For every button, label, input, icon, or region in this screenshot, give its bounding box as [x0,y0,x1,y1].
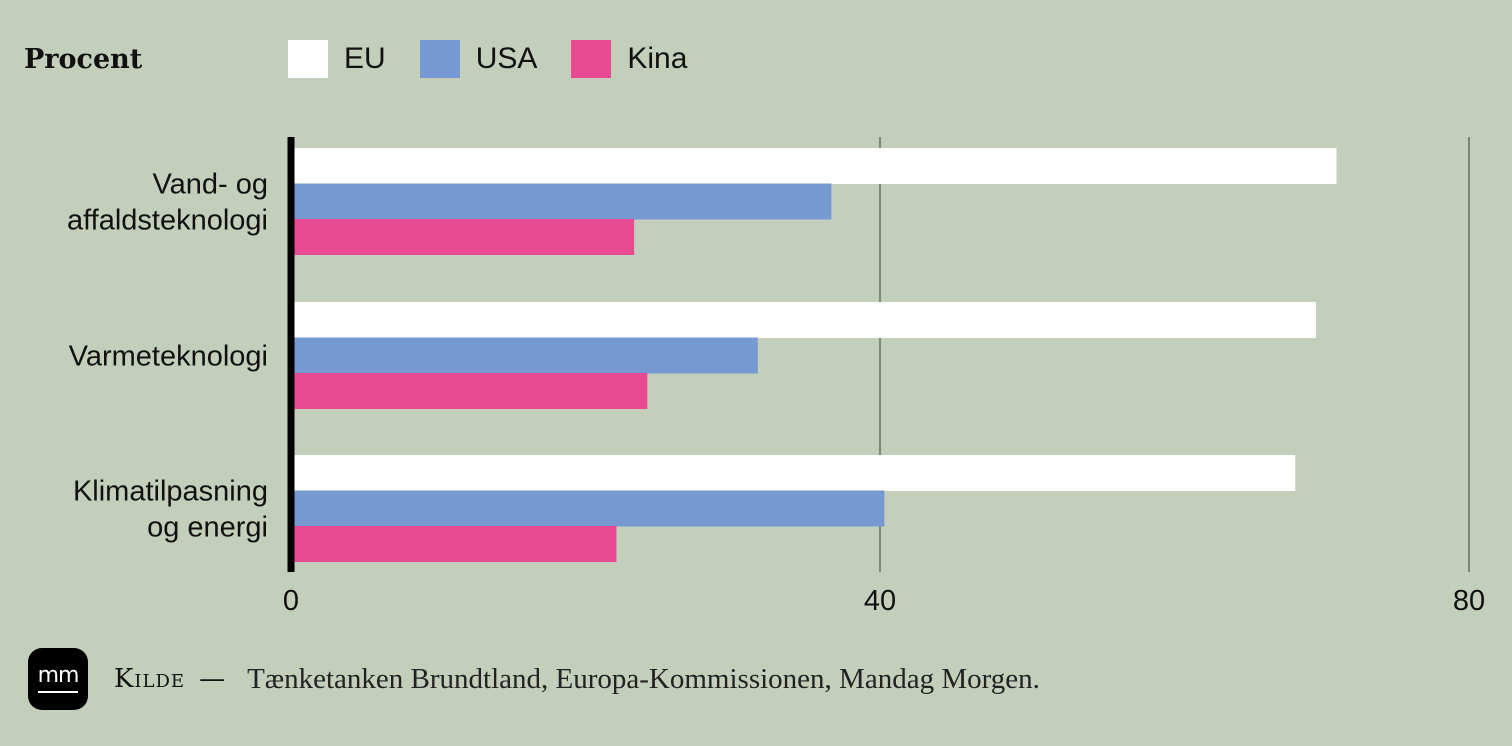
bar-kina-3 [291,526,617,562]
bar-kina-2 [291,373,648,409]
source-dash: — [199,664,226,694]
bar-usa-2 [291,337,758,374]
tick-label-40: 40 [864,585,896,617]
legend-label-kina: Kina [627,42,688,75]
legend-label-eu: EU [344,42,386,75]
category-label-1-line-2: affaldsteknologi [67,204,268,236]
legend: EU USA Kina [288,40,721,78]
legend-swatch-usa [419,40,460,78]
legend-item-eu: EU [288,40,386,78]
bar-eu-2 [291,302,1316,338]
bar-usa-3 [291,490,885,527]
footer: mm Kilde — Tænketanken Brundtland, Europ… [28,648,1040,710]
bar-usa-1 [291,183,832,220]
source-text: Tænketanken Brundtland, Europa-Kommissio… [247,662,1040,695]
bar-eu-1 [291,148,1337,184]
mm-logo: mm [28,648,88,710]
legend-item-usa: USA [419,40,538,78]
unit-label: Procent [24,44,143,75]
legend-label-usa: USA [475,42,538,75]
legend-swatch-kina [571,40,612,78]
logo-text: mm [37,663,80,688]
category-label-3-line-1: Klimatilpasning [73,475,268,507]
legend-item-kina: Kina [571,40,687,78]
category-label-2-line-1: Varmeteknologi [69,340,268,372]
tick-label-80: 80 [1453,585,1485,617]
bar-eu-3 [291,455,1296,491]
bar-chart: Vand- og affaldsteknologi Varmeteknologi Kl… [67,137,1485,617]
category-label-1-line-1: Vand- og [152,168,268,200]
logo-underline [38,691,78,693]
legend-swatch-eu [288,40,328,78]
source-label: Kilde [114,664,186,694]
tick-label-0: 0 [283,585,299,617]
bar-kina-1 [291,219,635,255]
category-label-3-line-2: og energi [147,511,268,543]
